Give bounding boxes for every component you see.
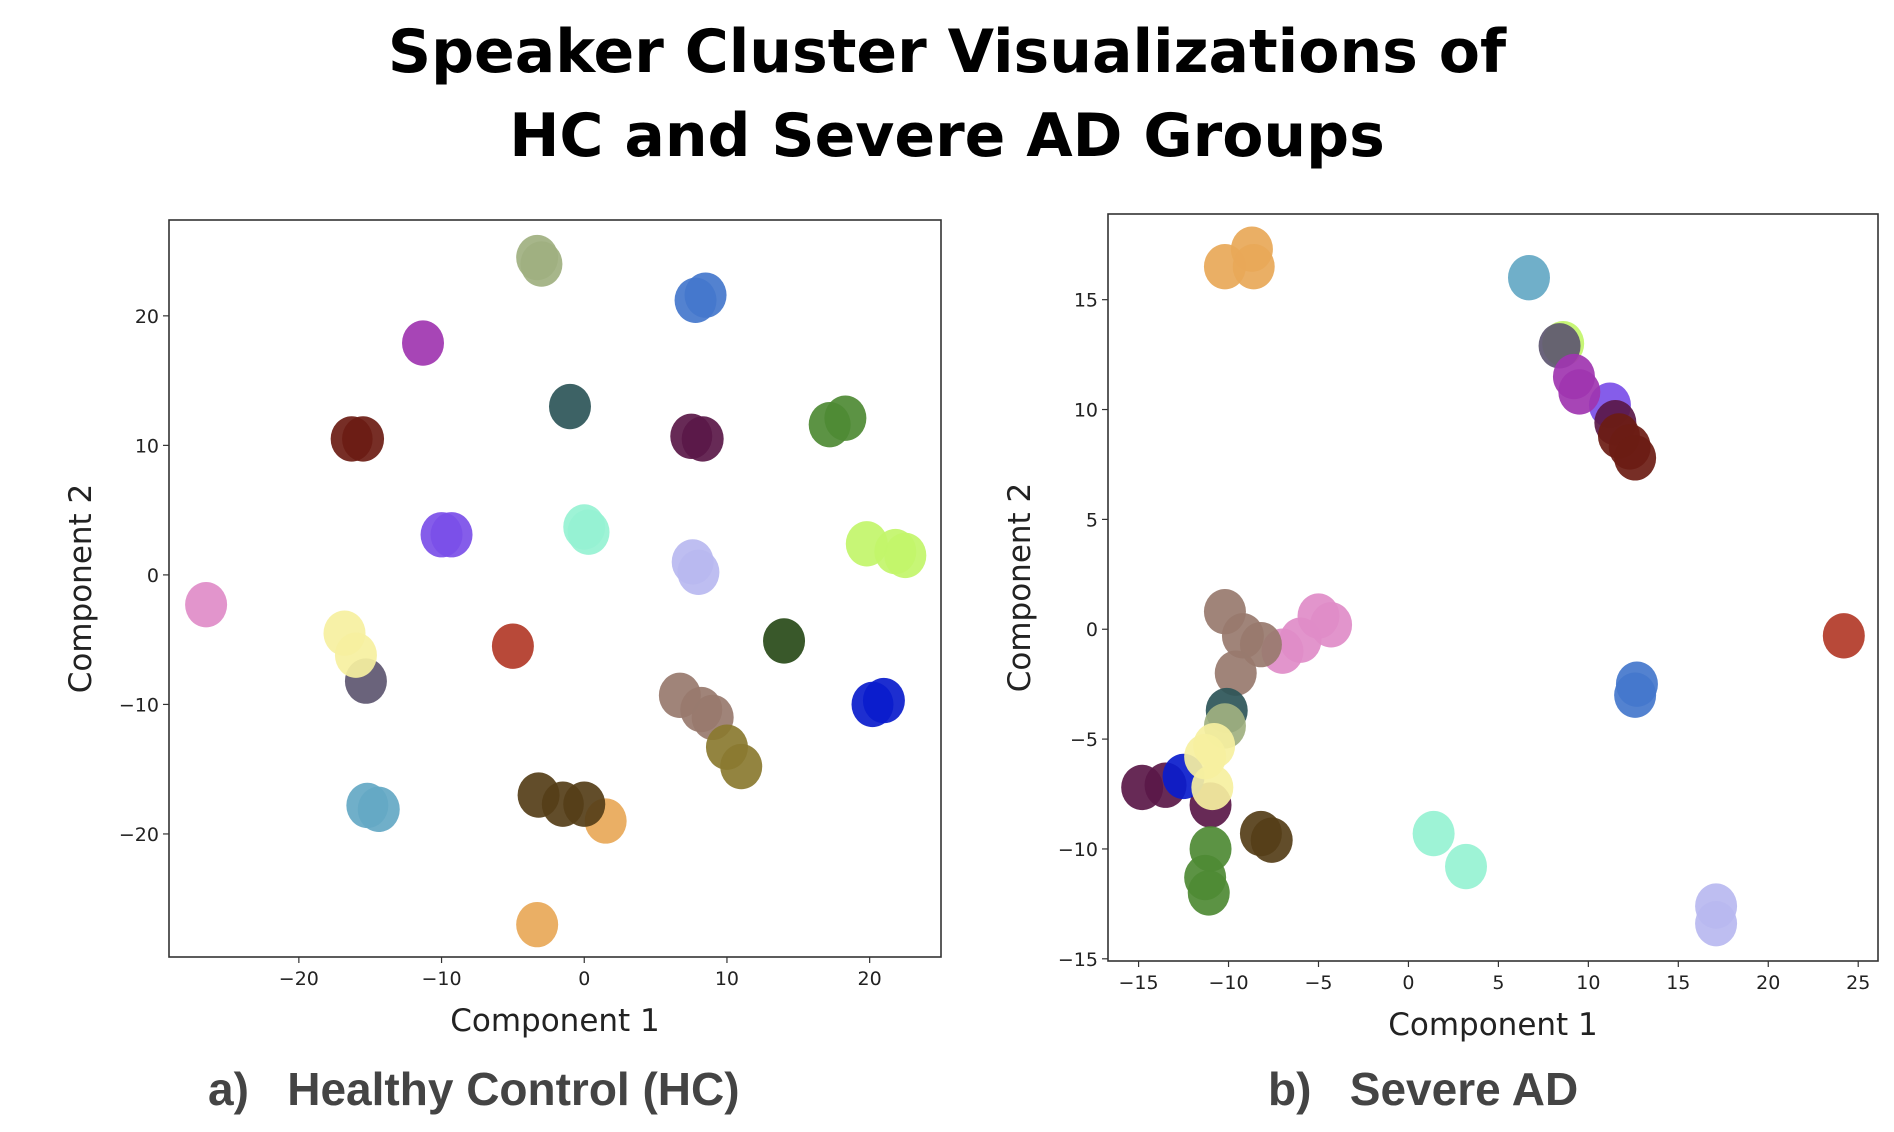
- hc-cluster-point: [681, 416, 724, 462]
- severe-ad-cluster-point: [1695, 900, 1738, 947]
- severe-ad-x-tick-label: 25: [1846, 972, 1870, 994]
- severe-ad-cluster-point: [1187, 870, 1230, 916]
- hc-y-axis-label: Component 2: [63, 484, 99, 694]
- hc-cluster-point: [491, 623, 534, 669]
- hc-cluster-point: [720, 743, 763, 790]
- severe-ad-cluster-point: [1614, 435, 1657, 481]
- severe-ad-y-axis-label: Component 2: [1002, 483, 1038, 693]
- figure-title-line-1: Speaker Cluster Visualizations of: [387, 17, 1507, 87]
- severe-ad-x-tick-label: −15: [1119, 972, 1159, 994]
- severe-ad-cluster-point: [1239, 621, 1282, 668]
- hc-cluster-point: [357, 786, 400, 833]
- hc-cluster-point: [548, 383, 591, 430]
- severe-ad-cluster-point: [1191, 764, 1234, 811]
- hc-x-tick-label: 10: [715, 968, 739, 990]
- hc-x-tick-label: 0: [578, 968, 590, 990]
- hc-x-tick-label: −20: [279, 968, 319, 990]
- hc-cluster-point: [684, 272, 727, 318]
- hc-cluster-point: [763, 618, 806, 664]
- severe-ad-cluster-point: [1507, 255, 1550, 301]
- severe-ad-cluster-point: [1250, 817, 1293, 863]
- caption-healthy-control: a) Healthy Control (HC): [208, 1063, 740, 1115]
- hc-cluster-point: [677, 549, 720, 595]
- severe-ad-cluster-point: [1558, 369, 1601, 415]
- hc-cluster-point: [824, 395, 867, 441]
- hc-cluster-point: [334, 632, 377, 678]
- severe-ad-cluster-point: [1445, 843, 1488, 890]
- hc-y-tick-label: 10: [135, 435, 159, 457]
- hc-cluster-point: [402, 320, 445, 366]
- severe-ad-x-tick-label: −10: [1208, 972, 1248, 994]
- severe-ad-y-tick-label: −5: [1070, 729, 1098, 751]
- hc-cluster-point: [862, 677, 905, 724]
- severe-ad-cluster-point: [1214, 650, 1257, 696]
- hc-cluster-point: [342, 416, 385, 462]
- severe-ad-cluster-point: [1412, 810, 1455, 857]
- hc-cluster-point: [185, 582, 228, 628]
- figure-title-line-2: HC and Severe AD Groups: [509, 101, 1385, 171]
- hc-y-tick-label: −20: [119, 824, 159, 846]
- hc-x-tick-label: 20: [858, 968, 882, 990]
- hc-y-tick-label: −10: [119, 694, 159, 716]
- severe-ad-y-tick-label: 5: [1086, 509, 1098, 531]
- severe-ad-cluster-point: [1822, 613, 1865, 659]
- hc-cluster-point: [567, 509, 610, 555]
- hc-y-tick-label: 20: [135, 306, 159, 328]
- severe-ad-cluster-point: [1614, 672, 1657, 718]
- severe-ad-cluster-point: [1310, 602, 1353, 648]
- severe-ad-x-tick-label: 5: [1492, 972, 1504, 994]
- severe-ad-x-tick-label: −5: [1304, 972, 1332, 994]
- severe-ad-y-tick-label: 0: [1086, 619, 1098, 641]
- severe-ad-x-tick-label: 20: [1756, 972, 1780, 994]
- severe-ad-x-tick-label: 10: [1576, 972, 1600, 994]
- severe-ad-x-tick-label: 0: [1402, 972, 1414, 994]
- hc-x-tick-label: −10: [421, 968, 461, 990]
- hc-cluster-point: [563, 781, 606, 827]
- hc-cluster-point: [430, 512, 473, 558]
- severe-ad-y-tick-label: 15: [1074, 290, 1098, 312]
- severe-ad-y-tick-label: 10: [1074, 400, 1098, 422]
- severe-ad-y-tick-label: −10: [1058, 839, 1098, 861]
- caption-severe-ad: b) Severe AD: [1268, 1063, 1579, 1115]
- severe-ad-plot-frame: [1107, 213, 1879, 962]
- hc-x-axis-label: Component 1: [450, 1003, 660, 1039]
- severe-ad-x-axis-label: Component 1: [1388, 1007, 1598, 1043]
- hc-scatter-plot: −20 −10 0 10 20 −20 −10 0 10 20 Component 1 Compone…: [63, 219, 942, 1039]
- hc-plot-frame: [168, 219, 942, 958]
- hc-cluster-point: [516, 901, 559, 948]
- hc-y-tick-label: 0: [147, 565, 159, 587]
- hc-cluster-point: [520, 241, 563, 287]
- hc-cluster-point: [884, 532, 927, 579]
- severe-ad-cluster-point: [1232, 244, 1275, 290]
- severe-ad-scatter-plot: −15 −10 −5 0 5 10 15 20 25 −15 −10 −5 0 5 10 15 Componen…: [1002, 213, 1879, 1043]
- severe-ad-x-tick-label: 15: [1666, 972, 1690, 994]
- severe-ad-y-tick-label: −15: [1058, 949, 1098, 971]
